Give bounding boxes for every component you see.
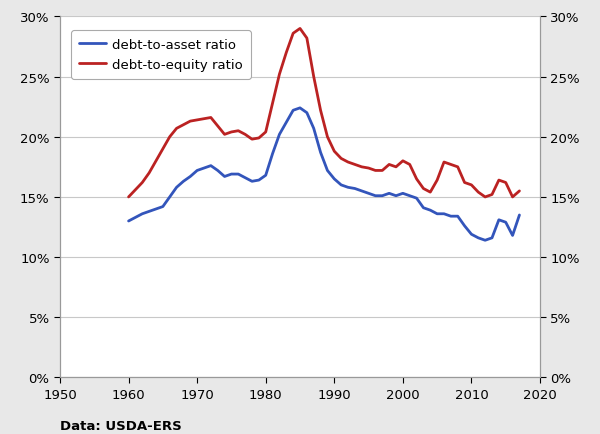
debt-to-asset ratio (461, 224, 468, 229)
Legend: debt-to-asset ratio, debt-to-equity ratio: debt-to-asset ratio, debt-to-equity rati… (71, 31, 251, 79)
debt-to-equity ratio (420, 187, 427, 192)
debt-to-equity ratio (221, 132, 228, 138)
debt-to-asset ratio (296, 106, 304, 111)
debt-to-equity ratio (392, 165, 400, 170)
debt-to-asset ratio (420, 206, 427, 211)
debt-to-asset ratio (516, 213, 523, 218)
Line: debt-to-asset ratio: debt-to-asset ratio (128, 108, 520, 241)
Text: Data: USDA-ERS: Data: USDA-ERS (60, 419, 182, 432)
debt-to-asset ratio (221, 174, 228, 180)
Line: debt-to-equity ratio: debt-to-equity ratio (128, 30, 520, 197)
debt-to-asset ratio (482, 238, 489, 243)
debt-to-equity ratio (461, 181, 468, 186)
debt-to-asset ratio (392, 194, 400, 199)
debt-to-equity ratio (214, 124, 221, 129)
debt-to-asset ratio (125, 219, 132, 224)
debt-to-equity ratio (125, 195, 132, 200)
debt-to-equity ratio (502, 181, 509, 186)
debt-to-asset ratio (214, 168, 221, 174)
debt-to-equity ratio (516, 189, 523, 194)
debt-to-asset ratio (502, 220, 509, 225)
debt-to-equity ratio (296, 27, 304, 32)
